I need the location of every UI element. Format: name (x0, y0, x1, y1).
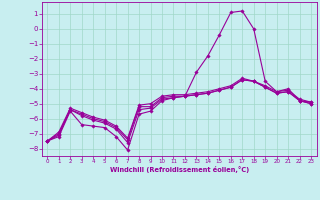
X-axis label: Windchill (Refroidissement éolien,°C): Windchill (Refroidissement éolien,°C) (109, 166, 249, 173)
